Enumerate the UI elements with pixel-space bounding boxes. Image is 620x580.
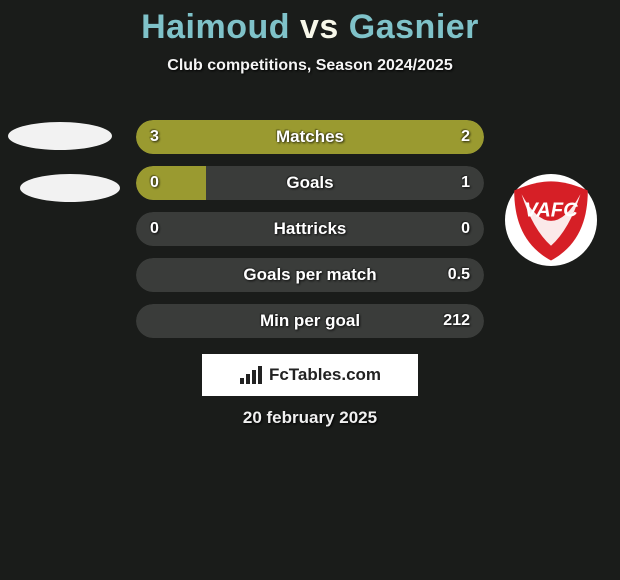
page-title: Haimoud vs Gasnier xyxy=(0,0,620,47)
title-vs: vs xyxy=(300,8,339,46)
stat-value-left: 0 xyxy=(150,166,159,200)
stat-value-right: 1 xyxy=(461,166,470,200)
stat-value-right: 0.5 xyxy=(448,258,470,292)
stat-label: Matches xyxy=(136,120,484,154)
stat-value-right: 0 xyxy=(461,212,470,246)
title-left: Haimoud xyxy=(141,8,290,46)
footer-date: 20 february 2025 xyxy=(0,408,620,428)
placeholder-avatar-icon xyxy=(8,122,112,150)
stat-label: Goals per match xyxy=(136,258,484,292)
stat-label: Min per goal xyxy=(136,304,484,338)
stat-row: Goals per match0.5 xyxy=(136,258,484,292)
bar-chart-icon xyxy=(239,364,263,386)
stat-value-right: 212 xyxy=(443,304,470,338)
site-name: FcTables.com xyxy=(269,365,381,385)
title-right: Gasnier xyxy=(349,8,479,46)
stat-label: Goals xyxy=(136,166,484,200)
placeholder-avatar-icon xyxy=(20,174,120,202)
stats-panel: Matches32Goals01Hattricks00Goals per mat… xyxy=(136,120,484,350)
stat-row: Min per goal212 xyxy=(136,304,484,338)
stat-value-left: 0 xyxy=(150,212,159,246)
stat-label: Hattricks xyxy=(136,212,484,246)
club-badge-icon: VAFC xyxy=(500,174,602,266)
stat-row: Goals0 1 xyxy=(136,166,484,200)
subtitle: Club competitions, Season 2024/2025 xyxy=(0,57,620,75)
stat-row: Matches3 2 xyxy=(136,120,484,154)
badge-text: VAFC xyxy=(524,199,578,221)
stat-value-right: 2 xyxy=(461,120,470,154)
stat-row: Hattricks0 0 xyxy=(136,212,484,246)
site-logo: FcTables.com xyxy=(202,354,418,396)
stat-value-left: 3 xyxy=(150,120,159,154)
